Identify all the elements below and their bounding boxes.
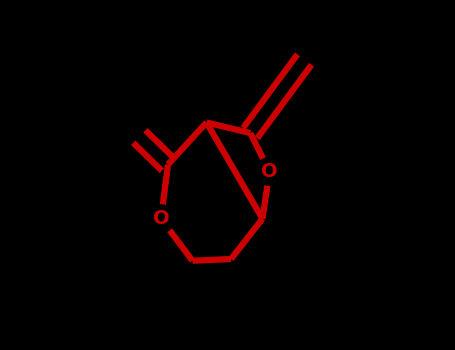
Circle shape bbox=[256, 158, 283, 186]
Circle shape bbox=[147, 205, 175, 233]
Text: O: O bbox=[261, 162, 278, 181]
Text: O: O bbox=[153, 209, 169, 228]
